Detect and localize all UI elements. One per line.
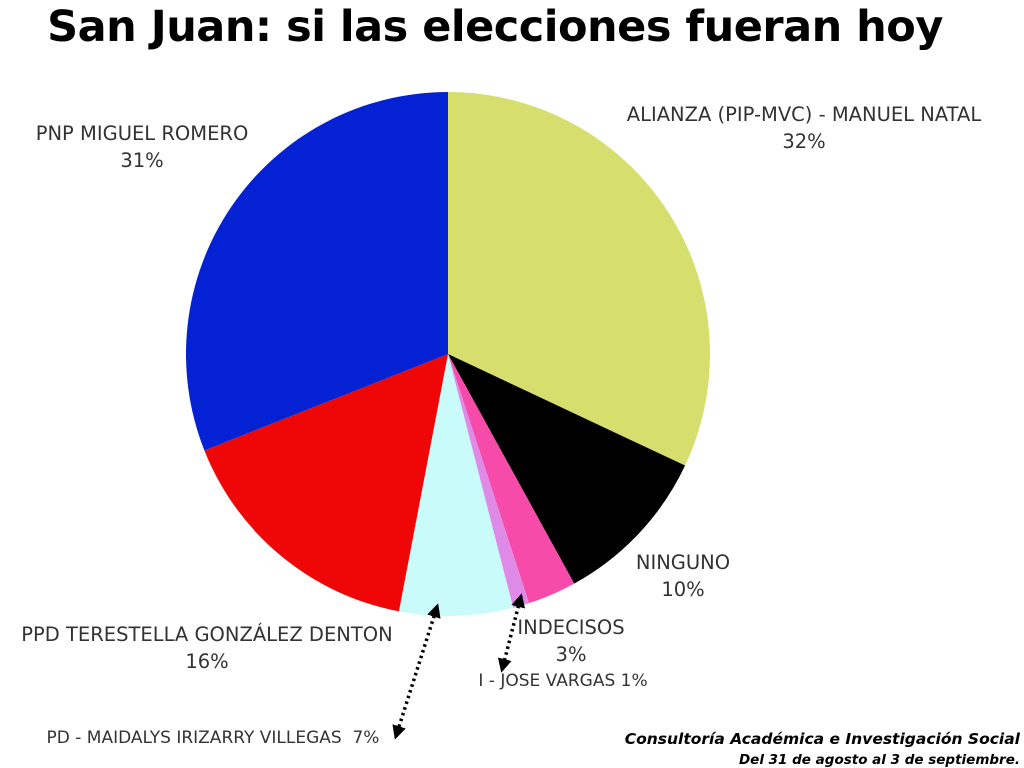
slice-label-ppd-terestella-gonzalez-denton: PPD TERESTELLA GONZÁLEZ DENTON bbox=[21, 623, 392, 646]
pie-slice-pd-maidalys-irizarry-villegas-7 bbox=[398, 354, 514, 616]
slice-label-alianza-pip-mvc-manuel-natal: ALIANZA (PIP-MVC) - MANUEL NATAL bbox=[627, 103, 982, 126]
leader-arrows bbox=[392, 593, 526, 740]
chart-title: San Juan: si las elecciones fueran hoy bbox=[47, 2, 943, 52]
slice-value-pnp-miguel-romero: 31% bbox=[120, 149, 163, 172]
source-name: Consultoría Académica e Investigación So… bbox=[624, 730, 1020, 748]
slice-label-indecisos: INDECISOS bbox=[517, 616, 624, 639]
slice-value-alianza-pip-mvc-manuel-natal: 32% bbox=[782, 130, 825, 153]
slice-value-ppd-terestella-gonzalez-denton: 16% bbox=[185, 650, 228, 673]
pie-slice-pnp-miguel-romero bbox=[185, 92, 448, 451]
slice-value-indecisos: 3% bbox=[556, 643, 587, 666]
slice-labels: ALIANZA (PIP-MVC) - MANUEL NATAL 32% NINGU… bbox=[21, 103, 981, 748]
pie-slice-alianza-pip-mvc-manuel-natal bbox=[448, 91, 710, 466]
pie-slice-ppd-terestella-gonzalez-denton bbox=[204, 354, 448, 612]
date-range: Del 31 de agosto al 3 de septiembre. bbox=[738, 752, 1020, 768]
slice-label-ninguno: NINGUNO bbox=[636, 551, 730, 574]
slice-value-ninguno: 10% bbox=[661, 578, 704, 601]
slice-label-pd-maidalys-irizarry-villegas-7: PD - MAIDALYS IRIZARRY VILLEGAS 7% bbox=[47, 728, 380, 748]
pie-slice-i-jose-vargas-1 bbox=[448, 354, 529, 608]
leader-arrow-pd-maidalys-irizarry-villegas-7 bbox=[392, 603, 441, 740]
slice-label-i-jose-vargas-1: I - JOSE VARGAS 1% bbox=[478, 671, 647, 691]
pie-slice-indecisos bbox=[448, 354, 575, 604]
pie-slices bbox=[185, 91, 710, 616]
pie-slice-ninguno bbox=[448, 354, 686, 584]
slice-label-pnp-miguel-romero: PNP MIGUEL ROMERO bbox=[36, 122, 249, 145]
